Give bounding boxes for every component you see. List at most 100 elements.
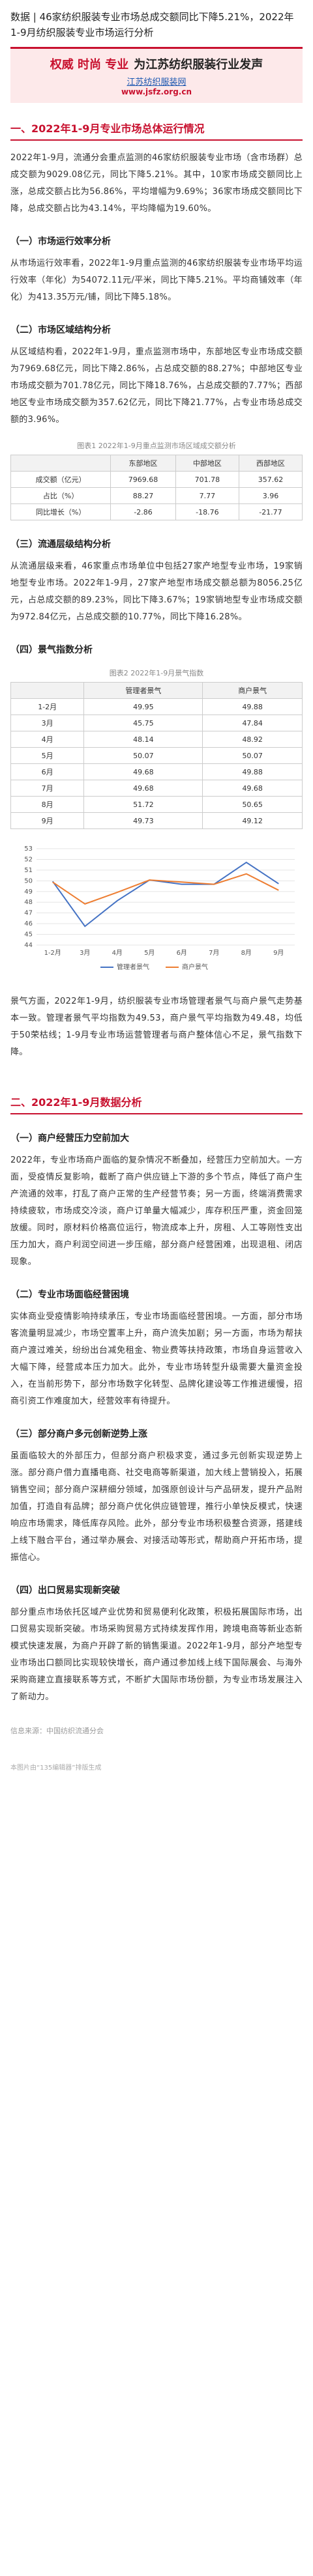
subsection-heading: （三）流通层级结构分析 [10, 539, 111, 550]
table-cell: 48.14 [83, 731, 203, 748]
y-tick-label: 50 [24, 877, 33, 885]
subsection-heading: （二）市场区域结构分析 [10, 325, 111, 335]
table-cell: 3月 [10, 715, 85, 731]
table-cell: 8月 [10, 796, 85, 813]
x-tick-label: 4月 [112, 949, 123, 957]
y-tick-label: 49 [24, 888, 33, 896]
table-cell: 9月 [10, 812, 85, 829]
line-series [52, 861, 279, 927]
site-url[interactable]: www.jsfz.org.cn [121, 87, 192, 96]
paragraph: 2022年1-9月，流通分会重点监测的46家纺织服装专业市场（含市场群）总成交额… [10, 153, 303, 214]
slogan: 权威 时尚 专业 [50, 58, 129, 72]
y-tick-label: 48 [24, 899, 33, 906]
table-cell: 7.77 [175, 487, 239, 504]
source: 信息来源：中国纺织流通分会 [10, 1727, 104, 1735]
y-tick-label: 46 [24, 920, 33, 927]
table-cell: 49.68 [83, 763, 203, 780]
table-header-row: 管理者景气 商户景气 [10, 682, 303, 699]
banner: 权威 时尚 专业 为江苏纺织服装行业发声 江苏纺织服装网 www.jsfz.org… [10, 47, 303, 103]
header-cell: 管理者景气 [83, 682, 203, 699]
figure-caption: 图表1 2022年1-9月重点监测市场区域成交额分析 [77, 442, 236, 450]
table-cell: 45.75 [83, 715, 203, 731]
table-row: 8月 51.72 50.65 [10, 796, 303, 813]
paragraph: 从区域结构看，2022年1-9月，重点监测市场中，东部地区专业市场成交额为796… [10, 347, 303, 425]
line-series [52, 873, 279, 905]
article: 数据 | 46家纺织服装专业市场总成交额同比下降5.21%，2022年1-9月纺… [10, 11, 303, 1772]
paragraph: 从市场运行效率看，2022年1-9月重点监测的46家纺织服装专业市场平均运行效率… [10, 259, 303, 302]
x-tick-label: 7月 [209, 949, 219, 957]
subsection-heading: （四）景气指数分析 [10, 645, 93, 655]
header-cell [10, 682, 85, 699]
subsection-heading: （二）专业市场面临经营困境 [10, 1290, 129, 1300]
y-tick-label: 53 [24, 845, 33, 853]
paragraph: 景气方面，2022年1-9月，纺织服装专业市场管理者景气与商户景气走势基本一致。… [10, 997, 303, 1057]
table-cell: 47.84 [202, 715, 303, 731]
section-heading: 一、2022年1-9月专业市场总体运行情况 [10, 120, 303, 141]
table-cell: 49.73 [83, 812, 203, 829]
site-name[interactable]: 江苏纺织服装网 [127, 78, 186, 87]
table-cell: 357.62 [238, 471, 303, 488]
table-cell: 49.88 [202, 698, 303, 715]
y-tick-label: 44 [24, 942, 33, 949]
region-table: 东部地区 中部地区 西部地区 成交额（亿元） 7969.68 701.78 357.62 占比… [10, 455, 303, 520]
header-cell [10, 455, 112, 472]
table-row: 4月 48.14 48.92 [10, 731, 303, 748]
x-tick-label: 5月 [144, 949, 155, 957]
table-cell: 701.78 [175, 471, 239, 488]
legend-label: 管理者景气 [117, 963, 149, 971]
x-tick-label: 9月 [273, 949, 284, 957]
y-tick-label: 45 [24, 931, 33, 939]
paragraph: 2022年，专业市场商户面临的复杂情况不断叠加，经营压力空前加大。一方面，受疫情… [10, 1155, 303, 1267]
table-cell: -2.86 [110, 503, 176, 520]
section-heading: 二、2022年1-9月数据分析 [10, 1094, 303, 1114]
table-cell: 6月 [10, 763, 85, 780]
table-cell: 4月 [10, 731, 85, 748]
table-cell: -18.76 [175, 503, 239, 520]
table-row: 占比（%） 88.27 7.77 3.96 [10, 487, 303, 504]
y-tick-label: 52 [24, 856, 33, 863]
subsection-heading: （一）市场运行效率分析 [10, 236, 111, 247]
footer: 本图片由“135编辑器”排版生成 [10, 1764, 102, 1772]
subsection-heading: （三）部分商户多元创新逆势上涨 [10, 1429, 147, 1439]
table-cell: 50.07 [202, 747, 303, 764]
x-tick-label: 3月 [80, 949, 90, 957]
x-tick-label: 1-2月 [44, 949, 61, 957]
table-row: 9月 49.73 49.12 [10, 812, 303, 829]
table-row: 6月 49.68 49.88 [10, 763, 303, 780]
y-tick-label: 47 [24, 910, 33, 917]
table-cell: 49.68 [202, 780, 303, 797]
header-cell: 西部地区 [238, 455, 303, 472]
table-cell: 1-2月 [10, 698, 85, 715]
table-cell: 49.12 [202, 812, 303, 829]
table-row: 1-2月 49.95 49.88 [10, 698, 303, 715]
table-cell: 5月 [10, 747, 85, 764]
x-tick-label: 8月 [241, 949, 252, 957]
article-title: 数据 | 46家纺织服装专业市场总成交额同比下降5.21%，2022年1-9月纺… [10, 11, 294, 38]
legend-label: 商户景气 [182, 963, 208, 971]
table-cell: 50.07 [83, 747, 203, 764]
table-row: 7月 49.68 49.68 [10, 780, 303, 797]
y-tick-label: 51 [24, 867, 33, 874]
table-cell: 7969.68 [110, 471, 176, 488]
table-cell: 50.65 [202, 796, 303, 813]
slogan: 为江苏纺织服装行业发声 [134, 58, 263, 72]
paragraph: 实体商业受疫情影响持续承压，专业市场面临经营困境。一方面，部分市场客流量明显减少… [10, 1312, 303, 1406]
table-row: 成交额（亿元） 7969.68 701.78 357.62 [10, 471, 303, 488]
header-cell: 商户景气 [202, 682, 303, 699]
index-table: 管理者景气 商户景气 1-2月 49.95 49.88 3月 45.75 47.84 4月 48.… [10, 682, 303, 829]
figure-caption: 图表2 2022年1-9月景气指数 [109, 669, 204, 677]
header-cell: 中部地区 [175, 455, 239, 472]
table-row: 同比增长（%） -2.86 -18.76 -21.77 [10, 503, 303, 520]
table-cell: 成交额（亿元） [10, 471, 112, 488]
subsection-heading: （一）商户经营压力空前加大 [10, 1133, 129, 1144]
table-cell: 占比（%） [10, 487, 112, 504]
table-cell: 48.92 [202, 731, 303, 748]
table-cell: 同比增长（%） [10, 503, 112, 520]
table-header-row: 东部地区 中部地区 西部地区 [10, 455, 303, 472]
paragraph: 部分重点市场依托区域产业优势和贸易便利化政策，积极拓展国际市场，出口贸易实现新突… [10, 1607, 303, 1702]
table-cell: -21.77 [238, 503, 303, 520]
table-cell: 7月 [10, 780, 85, 797]
line-chart: 44 45 46 47 48 49 50 51 52 53 1-2月 3月 4月 5月 6月 7月 8月 9月管理… [24, 845, 295, 971]
table-cell: 49.88 [202, 763, 303, 780]
